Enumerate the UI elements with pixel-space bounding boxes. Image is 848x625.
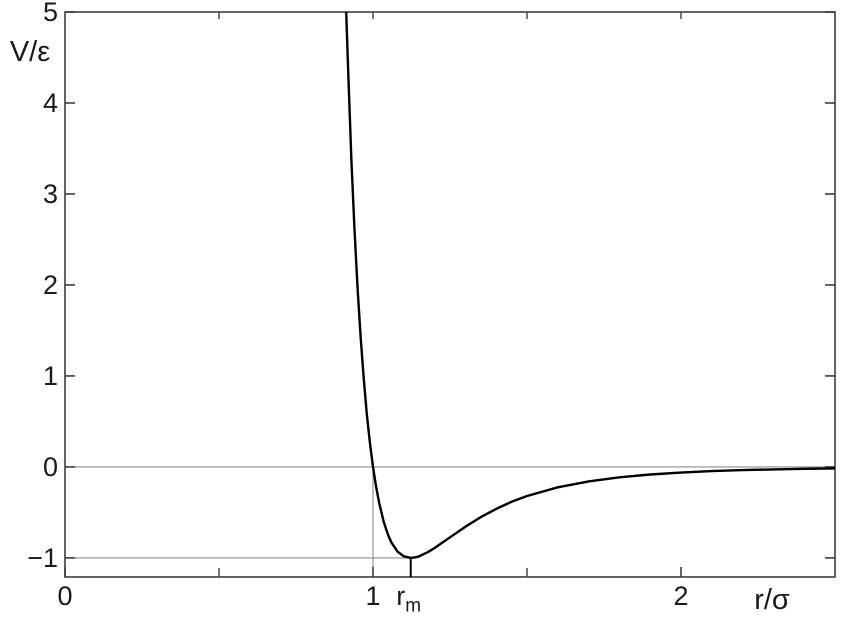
y-tick-label: 3 — [42, 178, 58, 209]
plot-frame — [64, 11, 836, 578]
y-tick-label: 5 — [42, 0, 58, 27]
y-tick-label: 4 — [42, 87, 58, 118]
y-tick-label: −1 — [27, 542, 58, 573]
x-tick-label: 0 — [57, 581, 73, 611]
rm-tick-label-sub: m — [405, 595, 422, 617]
rm-tick-label-main: r — [396, 581, 406, 611]
rm-tick-label: rm — [387, 581, 431, 617]
lennard-jones-potential — [345, 11, 836, 560]
y-axis-label: V/ε — [9, 36, 51, 68]
x-tick-label: 2 — [673, 581, 689, 611]
x-tick-label: 1 — [365, 581, 381, 611]
y-tick-label: 2 — [42, 269, 58, 300]
x-axis-label: r/σ — [754, 584, 790, 616]
y-tick-label: 0 — [42, 451, 58, 482]
y-tick-label: 1 — [42, 360, 58, 391]
